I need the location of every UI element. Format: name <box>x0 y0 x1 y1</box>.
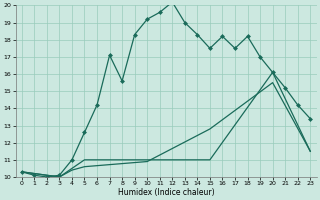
X-axis label: Humidex (Indice chaleur): Humidex (Indice chaleur) <box>118 188 214 197</box>
